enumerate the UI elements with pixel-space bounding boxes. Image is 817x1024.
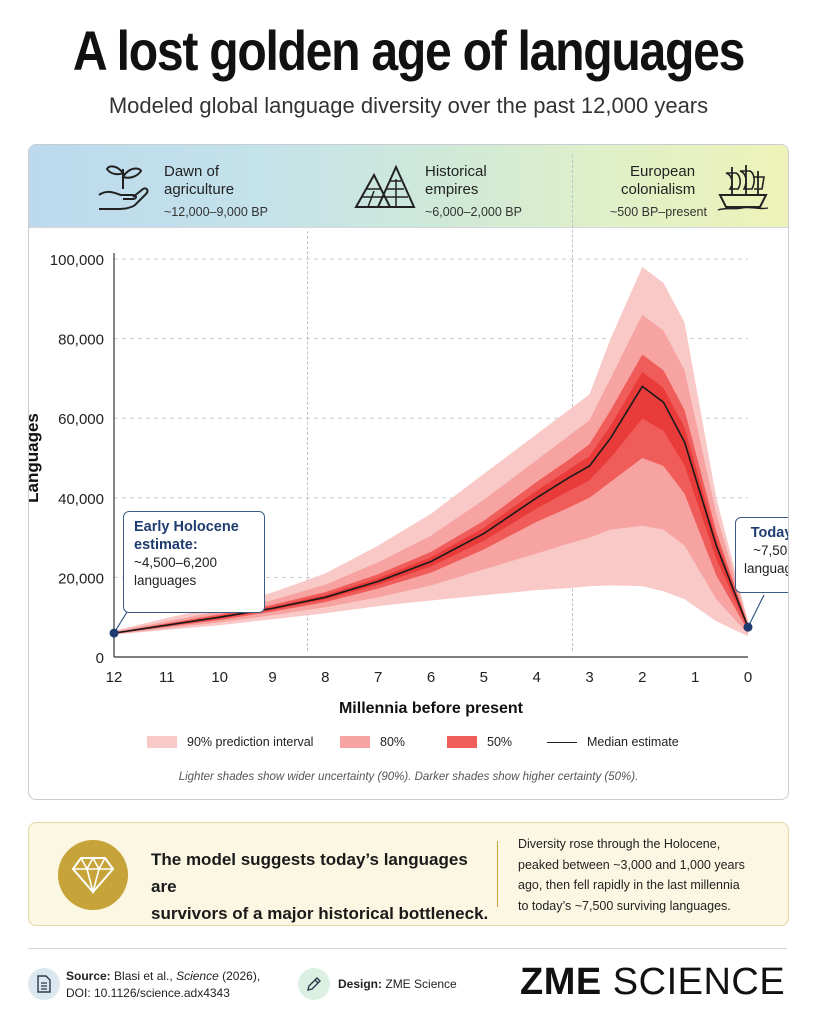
era-agriculture-label-1: Dawn of	[164, 163, 220, 180]
early-callout-heading-1: Early Holocene	[134, 519, 239, 535]
brand-logo: ZME SCIENCE	[520, 961, 785, 1004]
source-label: Source:	[66, 969, 111, 983]
source-doi: DOI: 10.1126/science.adx4343	[66, 986, 230, 1000]
legend-line-median	[547, 741, 577, 743]
today-callout-leader	[747, 594, 765, 628]
y-tick-label: 20,000	[58, 570, 104, 587]
legend-item-median: Median estimate	[547, 735, 679, 749]
legend-label-50: 50%	[487, 735, 513, 749]
early-callout-heading-2: estimate:	[134, 537, 198, 553]
era-divider	[572, 155, 573, 651]
design-text: ZME Science	[385, 977, 457, 991]
legend-label-median: Median estimate	[587, 735, 679, 749]
brand-light: SCIENCE	[612, 961, 786, 1003]
x-tick-label: 11	[159, 669, 175, 686]
summary-headline-line-2: survivors of a major historical bottlene…	[151, 904, 489, 923]
summary-headline-line-1: The model suggests today’s languages are	[151, 850, 468, 896]
y-tick-label: 40,000	[58, 491, 104, 508]
x-tick-label: 1	[691, 669, 699, 686]
x-tick-label: 12	[106, 669, 123, 686]
pyramids-icon	[354, 164, 416, 208]
design-label: Design:	[338, 977, 383, 991]
pencil-icon	[298, 968, 330, 1000]
legend-item-90: 90% prediction interval	[147, 735, 313, 749]
legend-swatch-50	[447, 736, 477, 748]
summary-detail: Diversity rose through the Holocene, pea…	[518, 834, 773, 916]
page-title: A lost golden age of languages	[72, 19, 746, 82]
document-icon	[28, 968, 60, 1000]
era-empires-label-1: Historical	[425, 163, 487, 180]
y-tick-label: 60,000	[58, 411, 104, 428]
x-tick-label: 10	[211, 669, 228, 686]
chart-panel: Dawn of agriculture ~12,000–9,000 BP His…	[28, 144, 789, 800]
today-callout-heading: Today:	[750, 525, 788, 541]
band-90-percent	[114, 267, 748, 637]
legend-item-80: 80%	[340, 735, 405, 749]
era-agriculture-range: ~12,000–9,000 BP	[164, 205, 268, 219]
x-tick-label: 9	[268, 669, 276, 686]
gem-badge	[58, 840, 128, 910]
early-callout-unit: languages	[134, 573, 197, 588]
era-empires-label-2: empires	[425, 181, 479, 198]
x-tick-label: 4	[532, 669, 540, 686]
summary-box: The model suggests today’s languages are…	[28, 822, 789, 926]
era-colonialism: European colonialism ~500 BP–present	[572, 145, 788, 227]
y-axis-title: Languages	[29, 413, 42, 503]
summary-detail-line-4: to today’s ~7,500 surviving languages.	[518, 898, 731, 913]
era-empires: Historical empires ~6,000–2,000 BP	[282, 145, 572, 227]
source-line: Source: Blasi et al., Science (2026),	[66, 968, 286, 985]
y-tick-label: 100,000	[50, 252, 104, 269]
brand-bold: ZME	[520, 961, 602, 1003]
summary-headline: The model suggests today’s languages are…	[151, 846, 491, 927]
x-tick-label: 0	[744, 669, 752, 686]
era-colonialism-range: ~500 BP–present	[610, 205, 707, 219]
era-empires-range: ~6,000–2,000 BP	[425, 205, 522, 219]
x-tick-label: 7	[374, 669, 382, 686]
era-agriculture: Dawn of agriculture ~12,000–9,000 BP	[29, 145, 282, 227]
early-holocene-callout: Early Holocene estimate: ~4,500–6,200 la…	[123, 511, 265, 613]
legend-swatch-80	[340, 736, 370, 748]
y-tick-label: 80,000	[58, 332, 104, 349]
summary-detail-line-2: peaked between ~3,000 and 1,000 years	[518, 857, 745, 872]
x-tick-label: 3	[585, 669, 593, 686]
today-marker	[743, 622, 753, 632]
x-tick-label: 2	[638, 669, 646, 686]
diamond-icon	[71, 856, 115, 894]
early-callout-value: ~4,500–6,200	[134, 555, 217, 570]
footer-divider	[28, 948, 787, 949]
early-holocene-marker	[109, 628, 119, 638]
legend-label-80: 80%	[380, 735, 406, 749]
today-callout-unit: languages	[744, 561, 788, 576]
era-colonialism-label-2: colonialism	[621, 181, 696, 198]
seedling-hand-icon	[98, 165, 149, 210]
x-tick-label: 5	[480, 669, 488, 686]
era-agriculture-label-2: agriculture	[164, 181, 235, 198]
legend-label-90: 90% prediction interval	[187, 735, 314, 749]
y-tick-label: 0	[96, 650, 104, 667]
legend-swatch-90	[147, 736, 177, 748]
era-timeline-bar: Dawn of agriculture ~12,000–9,000 BP His…	[29, 145, 788, 228]
summary-divider	[497, 841, 498, 907]
design-credit: Design: ZME Science	[338, 976, 457, 993]
today-callout-value: ~7,500	[753, 543, 788, 558]
source-year: (2026),	[222, 969, 261, 983]
era-colonialism-label-1: European	[630, 163, 696, 180]
chart-legend: 90% prediction interval 80% 50% Median e…	[29, 735, 788, 755]
page-subtitle: Modeled global language diversity over t…	[108, 93, 709, 118]
summary-detail-line-1: Diversity rose through the Holocene,	[518, 837, 721, 851]
legend-item-50: 50%	[447, 735, 512, 749]
source-text: Blasi et al.,	[114, 969, 173, 983]
x-tick-label: 8	[321, 669, 329, 686]
summary-detail-line-3: ago, then fell rapidly in the last mille…	[518, 878, 740, 892]
sailing-ship-icon	[717, 165, 769, 211]
x-axis-title: Millennia before present	[339, 700, 524, 717]
source-citation: Source: Blasi et al., Science (2026), DO…	[66, 968, 286, 1002]
x-tick-label: 6	[427, 669, 435, 686]
era-divider	[307, 231, 308, 651]
uncertainty-note: Lighter shades show wider uncertainty (9…	[178, 771, 639, 783]
source-journal: Science	[176, 969, 219, 983]
today-callout: Today: ~7,500 languages	[735, 517, 788, 593]
